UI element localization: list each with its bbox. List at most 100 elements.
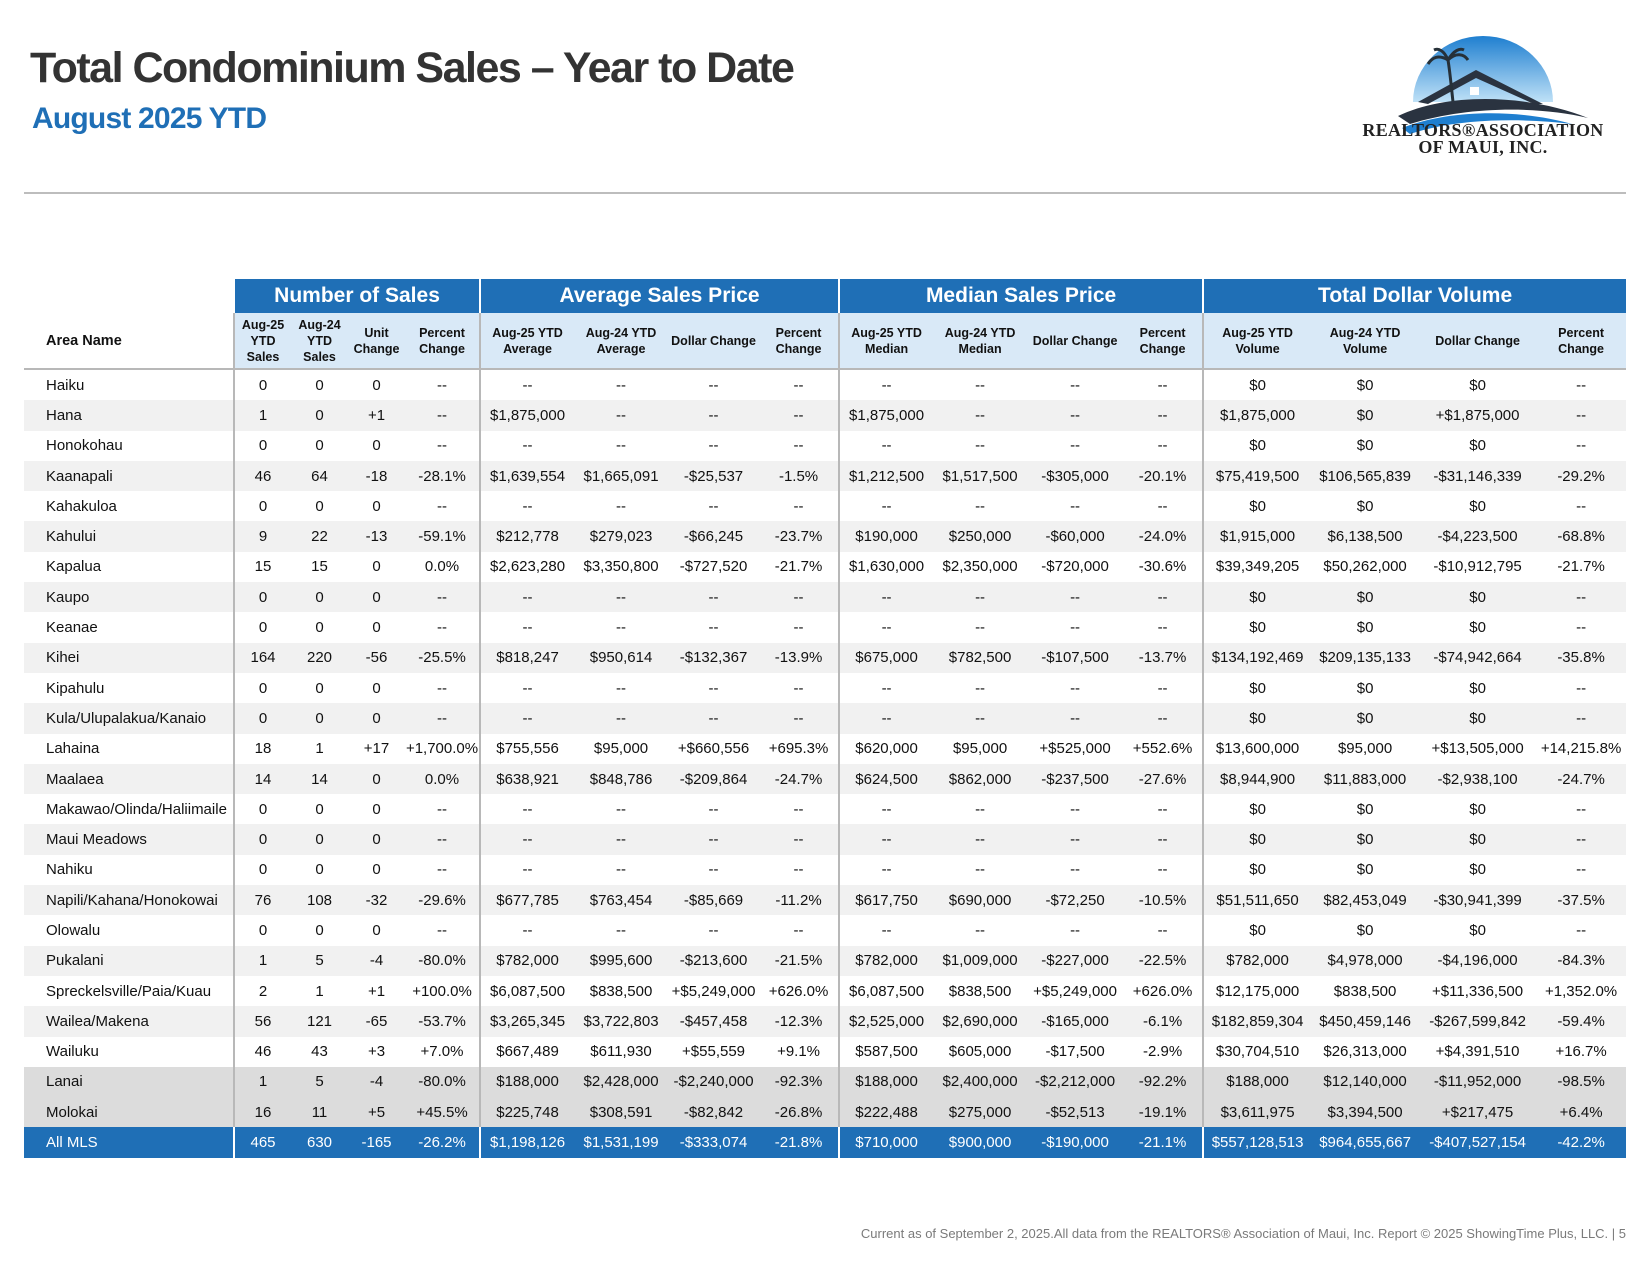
table-cell: 1	[315, 982, 324, 1000]
table-cell: 1	[233, 945, 291, 976]
table-cell: $250,000	[933, 521, 1028, 552]
table-cell: --	[405, 582, 481, 613]
table-cell: $611,930	[590, 1043, 652, 1061]
table-cell: $1,630,000	[838, 551, 934, 583]
table-cell: -1.5%	[759, 460, 840, 492]
table-cell: --	[793, 497, 804, 515]
table-cell: $0	[1469, 376, 1486, 394]
table-cell: 0	[291, 824, 348, 855]
table-cell: --	[1027, 582, 1124, 613]
table-cell: $2,350,000	[942, 558, 1018, 576]
table-cell: --	[1070, 497, 1081, 515]
table-cell: $3,611,975	[1202, 1097, 1312, 1128]
table-cell: -$213,600	[668, 945, 760, 976]
table-cell: --	[975, 800, 986, 818]
table-cell: $0	[1202, 824, 1312, 855]
table-cell: $0	[1469, 619, 1486, 637]
column-header: Aug-24 YTD Average	[574, 313, 669, 370]
table-cell: -$85,669	[668, 885, 760, 916]
area-name-cell: Lahaina	[46, 740, 100, 758]
table-cell: -29.2%	[1536, 460, 1627, 492]
table-cell: --	[1123, 400, 1204, 431]
area-name-cell: Kaupo	[24, 582, 234, 613]
group-header-blank	[24, 279, 234, 313]
table-cell: -6.1%	[1123, 1006, 1204, 1037]
table-cell: --	[668, 703, 760, 734]
table-cell: 0	[372, 619, 381, 637]
table-cell: -26.8%	[759, 1097, 840, 1128]
table-row: Kipahulu 0 0 0 -- -- -- -- -- -- -- -- -- $0 $0 $0 --	[24, 672, 1626, 704]
table-cell: $222,488	[838, 1097, 934, 1128]
table-cell: $225,748	[479, 1097, 575, 1128]
table-cell: $1,875,000	[1202, 400, 1312, 431]
area-name-cell: Nahiku	[46, 861, 93, 879]
column-header: Aug-25 YTD Median	[838, 313, 934, 370]
table-cell: $26,313,000	[1323, 1043, 1407, 1061]
table-cell: $3,350,800	[583, 558, 659, 576]
island-row: Lanai 1 5 -4 -80.0% $188,000 $2,428,000 -$2,240…	[24, 1066, 1627, 1098]
table-cell: +695.3%	[768, 740, 829, 758]
table-cell: $838,500	[948, 982, 1012, 1000]
table-cell: --	[616, 800, 627, 818]
table-cell: -27.6%	[1123, 763, 1204, 795]
table-cell: +3	[367, 1043, 386, 1061]
table-cell: $182,859,304	[1202, 1006, 1312, 1037]
table-cell: 0	[233, 582, 291, 613]
table-cell: $0	[1356, 376, 1374, 394]
table-cell: $0	[1202, 612, 1312, 643]
table-cell: $1,875,000	[838, 400, 934, 431]
table-cell: +1	[367, 982, 386, 1000]
table-cell: -$727,520	[679, 558, 748, 576]
column-header: Aug-25 YTD Average	[479, 313, 575, 370]
table-row: Kaanapali 46 64 -18 -28.1% $1,639,554 $1,665,0…	[24, 460, 1627, 492]
table-cell: --	[668, 400, 760, 431]
table-row: Hana 1 0 +1 -- $1,875,000 -- -- -- $1,875,000 -- --…	[24, 400, 1627, 431]
condominium-sales-table: Number of Sales Average Sales Price Medi…	[24, 279, 1627, 1158]
table-cell: --	[793, 679, 804, 697]
table-cell: 220	[291, 642, 348, 673]
area-name-cell: Keanae	[46, 619, 98, 637]
area-name-cell: Haiku	[46, 376, 85, 394]
table-cell: +7.0%	[420, 1043, 464, 1061]
table-cell: $848,786	[574, 763, 669, 795]
table-cell: -98.5%	[1536, 1066, 1627, 1098]
table-cell: $1,531,199	[574, 1127, 669, 1158]
table-cell: --	[708, 497, 719, 515]
table-row: Wailea/Makena 56 121 -65 -53.7% $3,265,345 $3,…	[24, 1006, 1627, 1037]
table-cell: --	[1576, 921, 1587, 939]
table-cell: --	[838, 612, 934, 643]
table-cell: $188,000	[1202, 1066, 1312, 1098]
table-cell: $0	[1356, 437, 1374, 455]
table-cell: +$525,000	[1039, 740, 1111, 758]
table-cell: -4	[348, 1066, 405, 1098]
table-cell: -$11,952,000	[1419, 1066, 1537, 1098]
page-title: Total Condominium Sales – Year to Date	[30, 44, 795, 92]
table-cell: -10.5%	[1123, 885, 1204, 916]
table-cell: +1,352.0%	[1545, 982, 1618, 1000]
table-cell: --	[975, 861, 986, 879]
table-cell: --	[838, 794, 934, 825]
table-cell: 0	[372, 437, 381, 455]
table-cell: $0	[1356, 679, 1374, 697]
table-cell: 0	[372, 376, 381, 394]
table-cell: $450,459,146	[1311, 1006, 1420, 1037]
table-cell: $782,000	[479, 945, 575, 976]
table-cell: --	[975, 497, 986, 515]
table-cell: $0	[1202, 854, 1312, 886]
table-cell: --	[793, 921, 804, 939]
table-cell: $30,704,510	[1202, 1036, 1312, 1067]
table-cell: -53.7%	[405, 1006, 481, 1037]
area-name-cell: Kahakuloa	[46, 497, 117, 515]
table-cell: 0	[233, 672, 291, 704]
table-cell: --	[574, 582, 669, 613]
table-cell: --	[479, 915, 575, 946]
column-header: Aug-25 YTD Volume	[1202, 313, 1312, 370]
table-cell: $587,500	[838, 1036, 934, 1067]
table-cell: $782,500	[933, 642, 1028, 673]
table-row: Spreckelsville/Paia/Kuau 2 1 +1 +100.0% $6,08…	[24, 975, 1626, 1007]
table-cell: $995,600	[574, 945, 669, 976]
table-row: Napili/Kahana/Honokowai 76 108 -32 -29.6% $67…	[24, 885, 1627, 916]
table-cell: --	[793, 861, 804, 879]
table-cell: 5	[291, 945, 348, 976]
table-cell: $95,000	[593, 740, 649, 758]
